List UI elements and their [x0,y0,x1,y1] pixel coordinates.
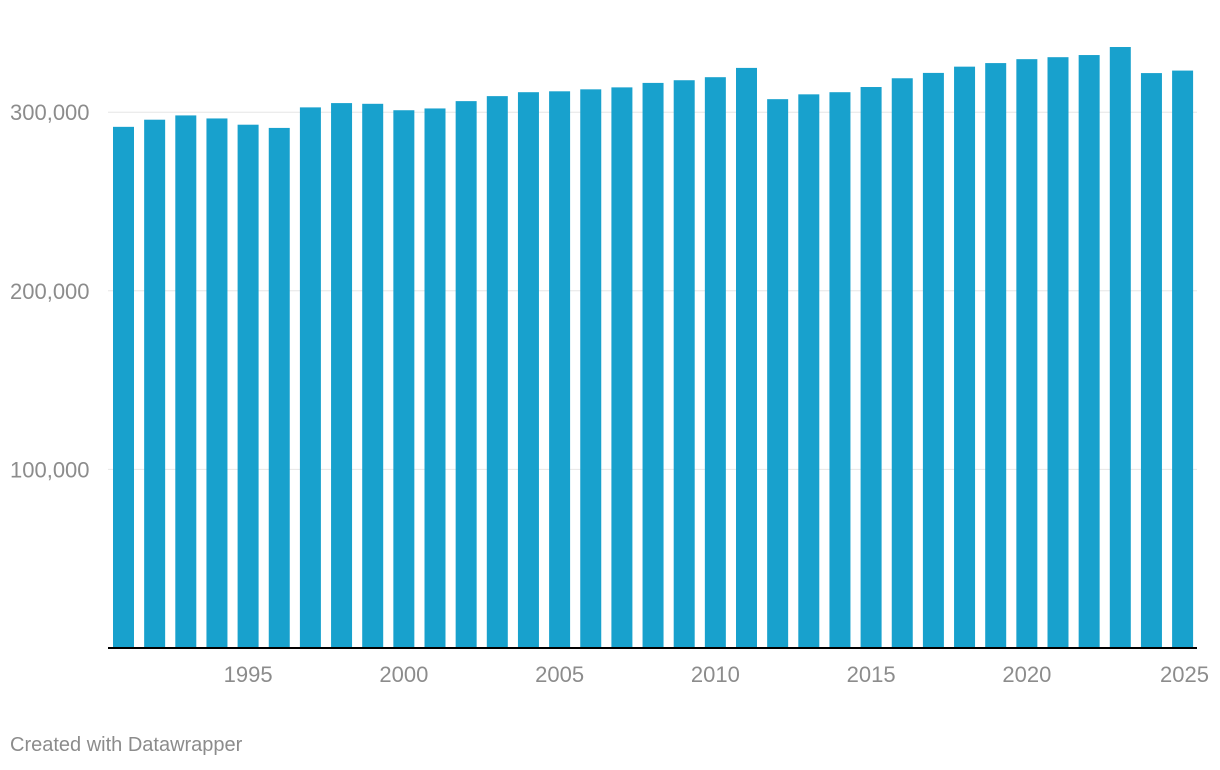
bar-1998 [331,103,353,648]
bar-2017 [922,72,944,648]
bar-2013 [798,94,820,649]
bar-2024 [1140,73,1162,648]
bar-2008 [642,82,664,648]
x-tick-label: 1995 [224,662,273,687]
x-tick-label: 2005 [535,662,584,687]
bar-1991 [113,126,134,648]
y-tick-label: 300,000 [10,100,90,125]
y-tick-label: 200,000 [10,279,90,304]
bar-2018 [954,66,976,649]
bar-2004 [517,92,539,649]
credit-text: Created with Datawrapper [10,734,243,756]
bars [113,47,1194,649]
bar-1994 [206,118,228,649]
bar-1999 [362,103,384,649]
y-axis-tick-labels: 100,000 200,000 300,000 [10,100,90,482]
y-tick-label: 100,000 [10,457,90,482]
bar-2022 [1078,55,1100,649]
bar-2000 [393,110,415,648]
bar-2007 [611,87,633,648]
x-tick-label: 2015 [847,662,896,687]
bar-2011 [736,67,757,648]
bar-2019 [985,63,1007,648]
bar-2002 [455,101,477,648]
x-tick-label: 2020 [1002,662,1051,687]
x-tick-label: 2000 [379,662,428,687]
bar-2003 [486,96,508,649]
bar-1996 [268,127,290,648]
bar-2014 [829,92,851,649]
bar-2016 [891,78,913,649]
bar-2015 [860,87,882,649]
x-axis-tick-labels: 1995 2000 2005 2010 2015 2020 2025 [224,662,1209,687]
bar-1993 [175,115,197,649]
bar-2020 [1016,59,1038,648]
x-tick-label: 2025 [1160,662,1209,687]
bar-2001 [424,108,446,648]
bar-2010 [704,77,726,648]
bar-1995 [237,124,259,648]
bar-2012 [767,99,789,648]
bar-1997 [299,107,321,648]
bar-1992 [144,119,166,649]
bar-2005 [549,91,571,648]
bar-2009 [673,80,695,649]
x-tick-label: 2010 [691,662,740,687]
bar-2006 [580,89,602,648]
bar-2025 [1172,70,1194,649]
bar-2023 [1109,47,1131,649]
bar-2021 [1047,57,1069,648]
